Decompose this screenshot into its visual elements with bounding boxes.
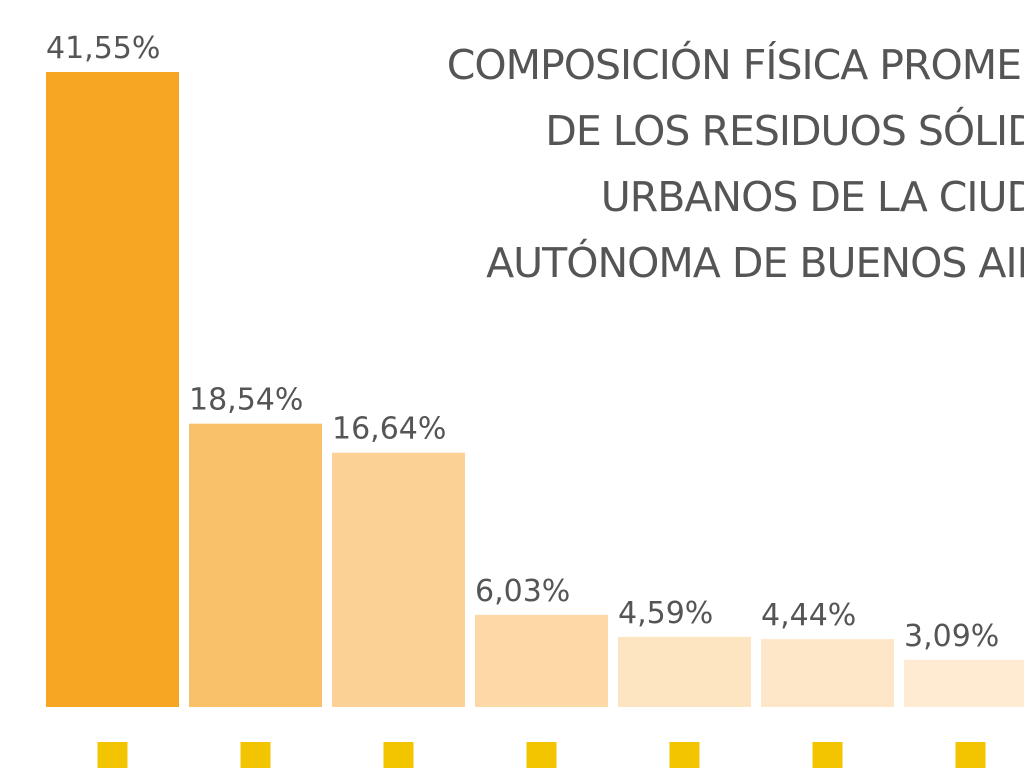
category-marker xyxy=(383,742,414,768)
bar xyxy=(904,659,1024,707)
bar xyxy=(475,614,608,707)
bar xyxy=(189,423,322,707)
bar xyxy=(618,636,751,707)
category-marker xyxy=(240,742,271,768)
bar-value-label: 16,64% xyxy=(332,412,446,447)
chart-title-line: URBANOS DE LA CIUDAD xyxy=(600,173,1024,221)
bar xyxy=(46,72,179,707)
bar-value-label: 6,03% xyxy=(475,574,570,609)
bar-value-label: 4,44% xyxy=(761,598,856,633)
category-marker xyxy=(97,742,128,768)
bars-layer xyxy=(46,72,1024,707)
category-marker xyxy=(526,742,557,768)
chart-title-line: AUTÓNOMA DE BUENOS AIRES xyxy=(486,239,1024,287)
bar-value-label: 4,59% xyxy=(618,596,713,631)
bar-value-label: 41,55% xyxy=(46,31,160,66)
bar-value-label: 3,09% xyxy=(904,619,999,654)
chart-title: COMPOSICIÓN FÍSICA PROMEDIO DE LOS RESID… xyxy=(334,32,1024,296)
bar xyxy=(761,639,894,707)
chart-title-line: DE LOS RESIDUOS SÓLIDOS xyxy=(545,107,1024,155)
category-markers-layer xyxy=(97,742,986,768)
category-marker xyxy=(669,742,700,768)
category-marker xyxy=(955,742,986,768)
data-labels-layer: 41,55% 18,54% 16,64% 6,03% 4,59% 4,44% 3,09% xyxy=(46,31,999,654)
bar xyxy=(332,452,465,707)
category-marker xyxy=(812,742,843,768)
bar-value-label: 18,54% xyxy=(189,383,303,418)
chart-title-line: COMPOSICIÓN FÍSICA PROMEDIO xyxy=(446,41,1024,89)
